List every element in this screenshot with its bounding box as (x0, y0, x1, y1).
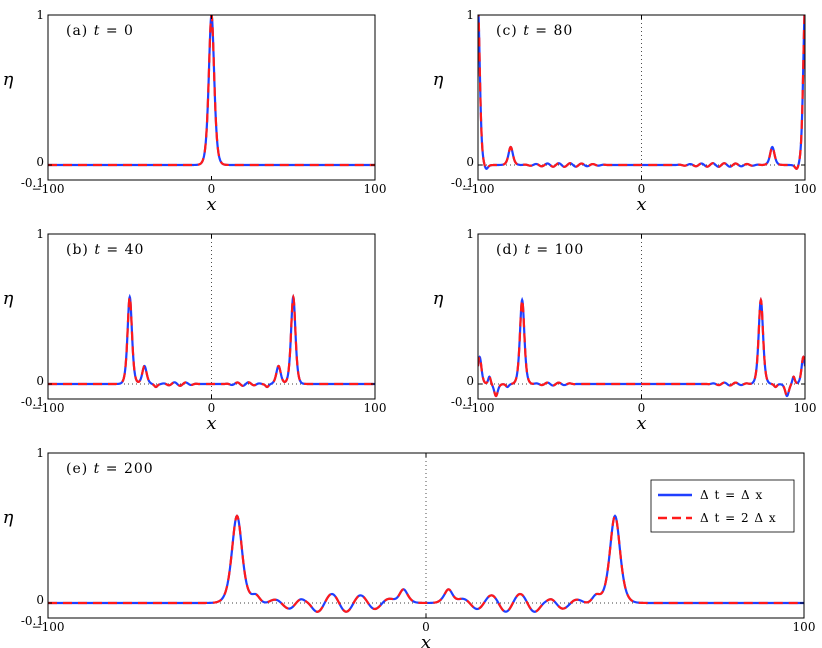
panel-title: (c) t = 80 (496, 23, 573, 39)
x-axis-label: x (421, 632, 431, 648)
y-axis-label: η (433, 69, 444, 90)
y-tick-label: 1 (36, 227, 44, 241)
y-tick-label: -0.1 (451, 176, 474, 190)
x-tick-label: 100 (794, 182, 817, 196)
y-tick-label: 1 (36, 8, 44, 22)
x-tick-label: −100 (462, 182, 495, 196)
legend-label-series1: Δ t = Δ x (700, 488, 763, 502)
y-tick-label: -0.1 (21, 614, 44, 628)
y-axis-label: η (433, 288, 444, 309)
y-tick-label: -0.1 (21, 395, 44, 409)
y-tick-label: -0.1 (451, 395, 474, 409)
series-line-dt-dx (48, 15, 375, 167)
x-tick-label: 0 (638, 401, 646, 415)
legend-label-series2: Δ t = 2 Δ x (700, 511, 777, 525)
x-axis-label: x (636, 413, 646, 434)
x-axis-label: x (636, 194, 646, 215)
y-tick-label: -0.1 (21, 176, 44, 190)
x-axis-label: x (206, 413, 216, 434)
series-line-dt-2dx (48, 293, 375, 389)
x-tick-label: −100 (32, 620, 65, 634)
y-tick-label: 0 (36, 155, 44, 169)
panel-c: −100 0 100 1 0 -0.1 x η (c) t = 80 (433, 8, 817, 215)
panel-title: (d) t = 100 (496, 242, 584, 258)
x-tick-label: 0 (422, 620, 430, 634)
y-tick-label: 0 (466, 374, 474, 388)
panel-b: −100 0 100 1 0 -0.1 x η (b) t = 40 (3, 227, 387, 434)
y-axis-label: η (3, 507, 14, 528)
axes-frame (47, 14, 376, 181)
panel-title: (e) t = 200 (66, 461, 154, 477)
y-tick-label: 0 (466, 155, 474, 169)
series-line-dt-2dx (48, 514, 804, 613)
panel-d: −100 0 100 1 0 -0.1 x η (d) t = 100 (433, 227, 817, 434)
y-axis-label: η (3, 288, 14, 309)
x-tick-label: −100 (32, 182, 65, 196)
x-tick-label: 100 (794, 401, 817, 415)
series-line-dt-2dx (478, 296, 805, 398)
legend-box (650, 479, 795, 533)
panel-a: −100 0 100 1 0 -0.1 x η (a) t = 0 (3, 8, 387, 215)
panel-title: (b) t = 40 (66, 242, 144, 258)
y-tick-label: 0 (36, 593, 44, 607)
x-tick-label: 0 (638, 182, 646, 196)
x-tick-label: 0 (208, 182, 216, 196)
y-tick-label: 0 (36, 374, 44, 388)
panel-e: −100 0 100 1 0 -0.1 x η (e) t = 200 (3, 446, 816, 648)
series-line-dt-2dx (478, 15, 805, 170)
y-tick-label: 1 (36, 446, 44, 460)
panel-title: (a) t = 0 (66, 23, 134, 39)
y-tick-label: 1 (466, 8, 474, 22)
x-tick-label: 100 (793, 620, 816, 634)
x-tick-label: −100 (32, 401, 65, 415)
y-tick-label: 1 (466, 227, 474, 241)
y-axis-label: η (3, 69, 14, 90)
legend: Δ t = Δ x Δ t = 2 Δ x (650, 479, 795, 533)
x-tick-label: −100 (462, 401, 495, 415)
x-tick-label: 100 (364, 182, 387, 196)
x-tick-label: 0 (208, 401, 216, 415)
x-tick-label: 100 (364, 401, 387, 415)
x-axis-label: x (206, 194, 216, 215)
